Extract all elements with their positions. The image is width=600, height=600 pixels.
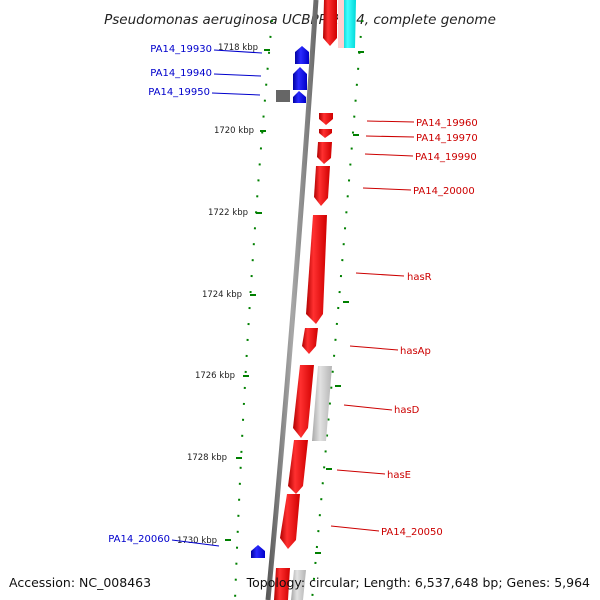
gray-feature-hasD-region	[312, 366, 332, 441]
kbp-major-ticks	[225, 49, 270, 541]
axis-label-1728: 1728 kbp	[187, 453, 227, 463]
gene-arrow-PA14_19990[interactable]	[317, 142, 332, 164]
gene-arrow-PA14_20050[interactable]	[280, 494, 300, 549]
gene-arrow-hasR[interactable]	[306, 215, 327, 324]
gene-label-hasD[interactable]: hasD	[394, 405, 420, 416]
left-gene-labels: PA14_19930 PA14_19940 PA14_19950 PA14_20…	[108, 44, 212, 545]
gray-feature-block	[276, 90, 290, 102]
pale-feature-top	[338, 0, 344, 48]
gene-arrow-PA14_19960[interactable]	[319, 113, 333, 125]
gene-label-PA14_19950[interactable]: PA14_19950	[148, 87, 210, 98]
axis-label-1718: 1718 kbp	[218, 43, 258, 53]
gene-label-PA14_19960[interactable]: PA14_19960	[416, 118, 478, 129]
gene-arrow-top[interactable]	[323, 0, 337, 46]
gene-label-hasR[interactable]: hasR	[407, 272, 432, 283]
gene-label-PA14_19990[interactable]: PA14_19990	[415, 152, 477, 163]
axis-label-1720: 1720 kbp	[214, 126, 254, 136]
gene-arrow-bottom[interactable]	[274, 568, 290, 600]
left-tick-track	[234, 19, 273, 600]
forward-strand-genes	[274, 0, 337, 600]
gene-label-PA14_20000[interactable]: PA14_20000	[413, 186, 475, 197]
gene-arrow-PA14_19950[interactable]	[293, 91, 306, 103]
gene-label-hasAp[interactable]: hasAp	[400, 346, 431, 357]
gene-arrow-PA14_20000[interactable]	[314, 166, 330, 206]
left-leader-lines	[171, 49, 263, 547]
axis-label-1730: 1730 kbp	[177, 536, 217, 546]
gene-label-PA14_20050[interactable]: PA14_20050	[381, 527, 443, 538]
gene-label-PA14_19940[interactable]: PA14_19940	[150, 68, 212, 79]
axis-labels: 1718 kbp 1720 kbp 1722 kbp 1724 kbp 1726…	[177, 43, 258, 546]
gene-arrow-PA14_19930[interactable]	[295, 46, 309, 64]
reverse-strand-genes	[251, 46, 309, 558]
right-track-marks	[315, 51, 364, 554]
axis-label-1726: 1726 kbp	[195, 371, 235, 381]
gene-arrow-hasD[interactable]	[293, 365, 314, 438]
map-title: Pseudomonas aeruginosa UCBPP-PA14, compl…	[104, 12, 496, 28]
genome-backbone	[265, 0, 319, 600]
gene-label-PA14_20060[interactable]: PA14_20060	[108, 534, 170, 545]
axis-label-1722: 1722 kbp	[208, 208, 248, 218]
gene-arrow-PA14_19970[interactable]	[319, 129, 332, 138]
gene-arrow-hasE[interactable]	[288, 440, 308, 494]
gene-arrow-hasAp[interactable]	[302, 328, 318, 354]
accession-text: Accession: NC_008463	[9, 575, 152, 590]
right-gene-labels: PA14_19960 PA14_19970 PA14_19990 PA14_20…	[381, 118, 478, 538]
gene-arrow-PA14_19940[interactable]	[293, 67, 307, 90]
gene-label-PA14_19970[interactable]: PA14_19970	[416, 133, 478, 144]
right-leader-lines	[330, 120, 415, 532]
gray-feature-bottom	[291, 570, 306, 600]
topology-text: Topology: circular; Length: 6,537,648 bp…	[246, 575, 590, 590]
gene-arrow-PA14_20060[interactable]	[251, 545, 265, 558]
gene-label-hasE[interactable]: hasE	[387, 470, 411, 481]
gene-label-PA14_19930[interactable]: PA14_19930	[150, 44, 212, 55]
axis-label-1724: 1724 kbp	[202, 290, 242, 300]
gray-features	[276, 90, 332, 600]
rna-feature-top	[342, 0, 356, 48]
